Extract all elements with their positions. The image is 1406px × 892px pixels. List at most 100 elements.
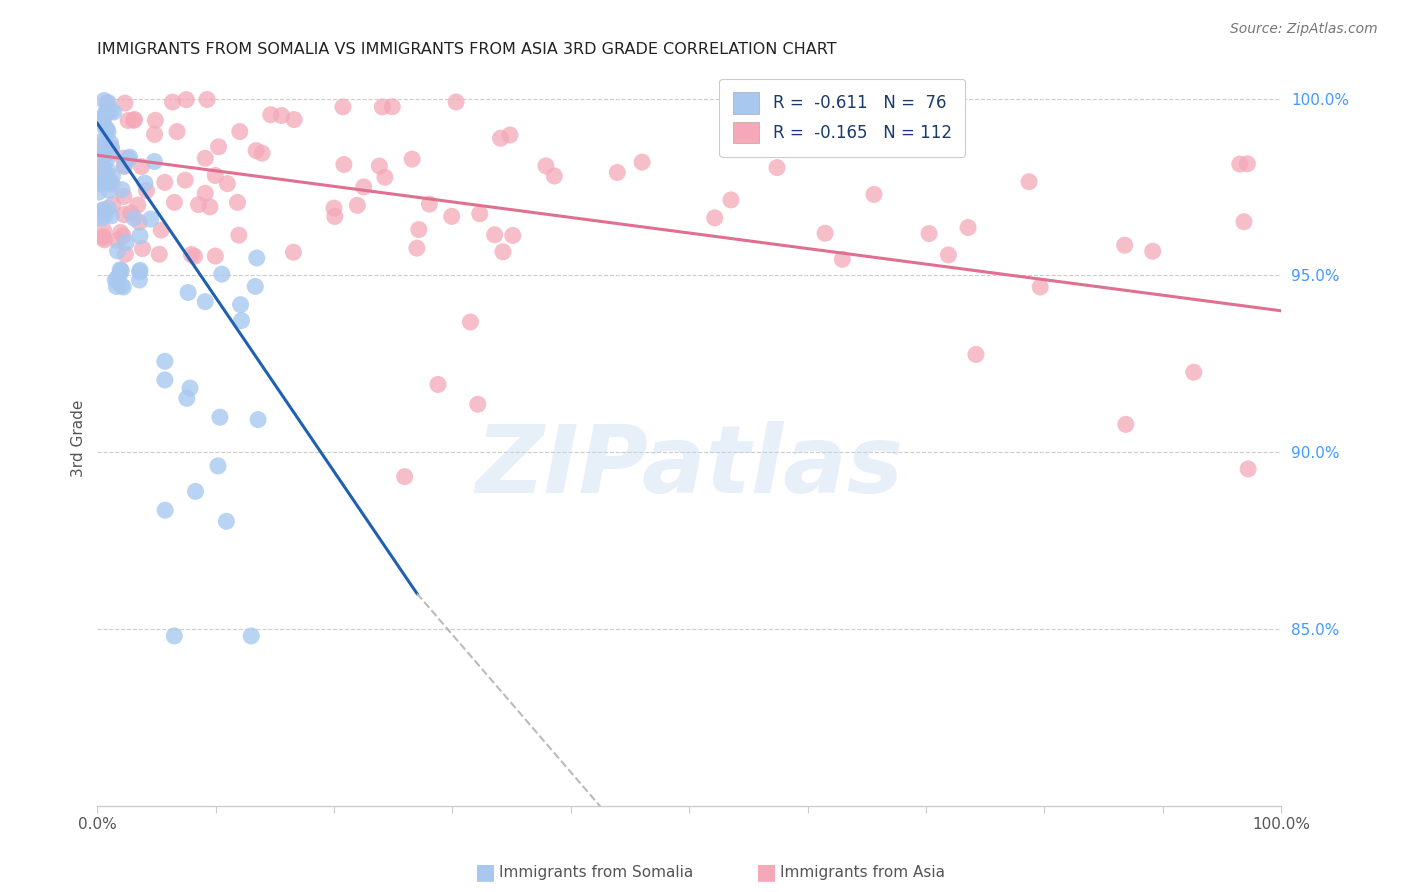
Point (128, 215, 150, 229)
Point (166, 125, 188, 139)
Point (96, 152, 118, 166)
Point (94, 208, 117, 222)
Point (89, 112, 111, 126)
Point (440, 210, 463, 224)
Point (139, 212, 162, 227)
Point (111, 183, 134, 197)
Point (131, 242, 153, 256)
Point (204, 169, 226, 183)
Point (204, 249, 226, 263)
Point (96, 170, 118, 185)
Point (187, 197, 209, 211)
Point (122, 113, 145, 128)
Point (108, 262, 131, 277)
Point (129, 228, 152, 243)
Point (194, 294, 217, 309)
Point (112, 208, 135, 222)
Point (408, 222, 430, 236)
Point (145, 113, 167, 128)
Point (94, 146, 117, 161)
Point (114, 247, 136, 261)
Point (96, 104, 118, 119)
Point (1182, 365, 1205, 379)
Point (98, 183, 121, 197)
Y-axis label: 3rd Grade: 3rd Grade (72, 400, 86, 476)
Point (353, 180, 375, 194)
Point (484, 227, 506, 242)
Point (91, 231, 114, 245)
Point (129, 263, 152, 277)
Point (112, 160, 135, 174)
Point (120, 206, 142, 220)
Point (97, 163, 120, 178)
Point (93, 94, 115, 108)
Point (468, 207, 491, 221)
Point (1229, 157, 1251, 171)
Point (153, 503, 176, 517)
Text: ■: ■ (475, 863, 495, 882)
Point (100, 136, 122, 150)
Point (177, 285, 200, 300)
Point (131, 160, 153, 174)
Point (207, 458, 229, 473)
Point (863, 187, 886, 202)
Point (332, 100, 354, 114)
Point (418, 197, 440, 211)
Point (229, 298, 252, 312)
Point (831, 252, 853, 267)
Point (87, 208, 110, 222)
Point (134, 176, 156, 190)
Point (174, 173, 197, 187)
Point (1029, 280, 1052, 294)
Point (194, 151, 217, 165)
Point (606, 165, 628, 179)
Point (91, 137, 114, 152)
Point (217, 177, 239, 191)
Point (250, 146, 273, 161)
Point (90, 175, 112, 189)
Point (174, 93, 197, 107)
Point (117, 152, 139, 166)
Point (117, 113, 139, 128)
Point (108, 267, 131, 281)
Point (150, 223, 173, 237)
Point (918, 227, 941, 241)
Point (90, 211, 112, 225)
Point (153, 373, 176, 387)
Point (107, 244, 129, 258)
Point (100, 209, 122, 223)
Point (110, 226, 132, 240)
Point (91, 202, 114, 217)
Point (94, 177, 117, 191)
Text: Immigrants from Asia: Immigrants from Asia (780, 865, 945, 880)
Point (97, 125, 120, 139)
Point (96, 122, 118, 136)
Point (245, 279, 267, 293)
Point (405, 241, 427, 255)
Point (766, 161, 789, 175)
Point (128, 273, 150, 287)
Point (211, 267, 233, 281)
Point (444, 95, 467, 109)
Point (105, 271, 128, 285)
Point (184, 484, 207, 499)
Point (260, 108, 283, 122)
Point (135, 184, 157, 198)
Point (114, 96, 136, 111)
Point (208, 410, 231, 425)
Point (215, 514, 238, 528)
Point (100, 141, 122, 155)
Point (100, 140, 122, 154)
Point (957, 220, 980, 235)
Point (91, 161, 114, 176)
Point (229, 124, 252, 138)
Point (460, 315, 482, 329)
Point (101, 169, 124, 184)
Point (101, 178, 124, 192)
Point (97, 95, 120, 110)
Point (93, 111, 115, 125)
Point (90, 148, 112, 162)
Point (195, 93, 218, 107)
Point (534, 159, 557, 173)
Point (180, 247, 202, 261)
